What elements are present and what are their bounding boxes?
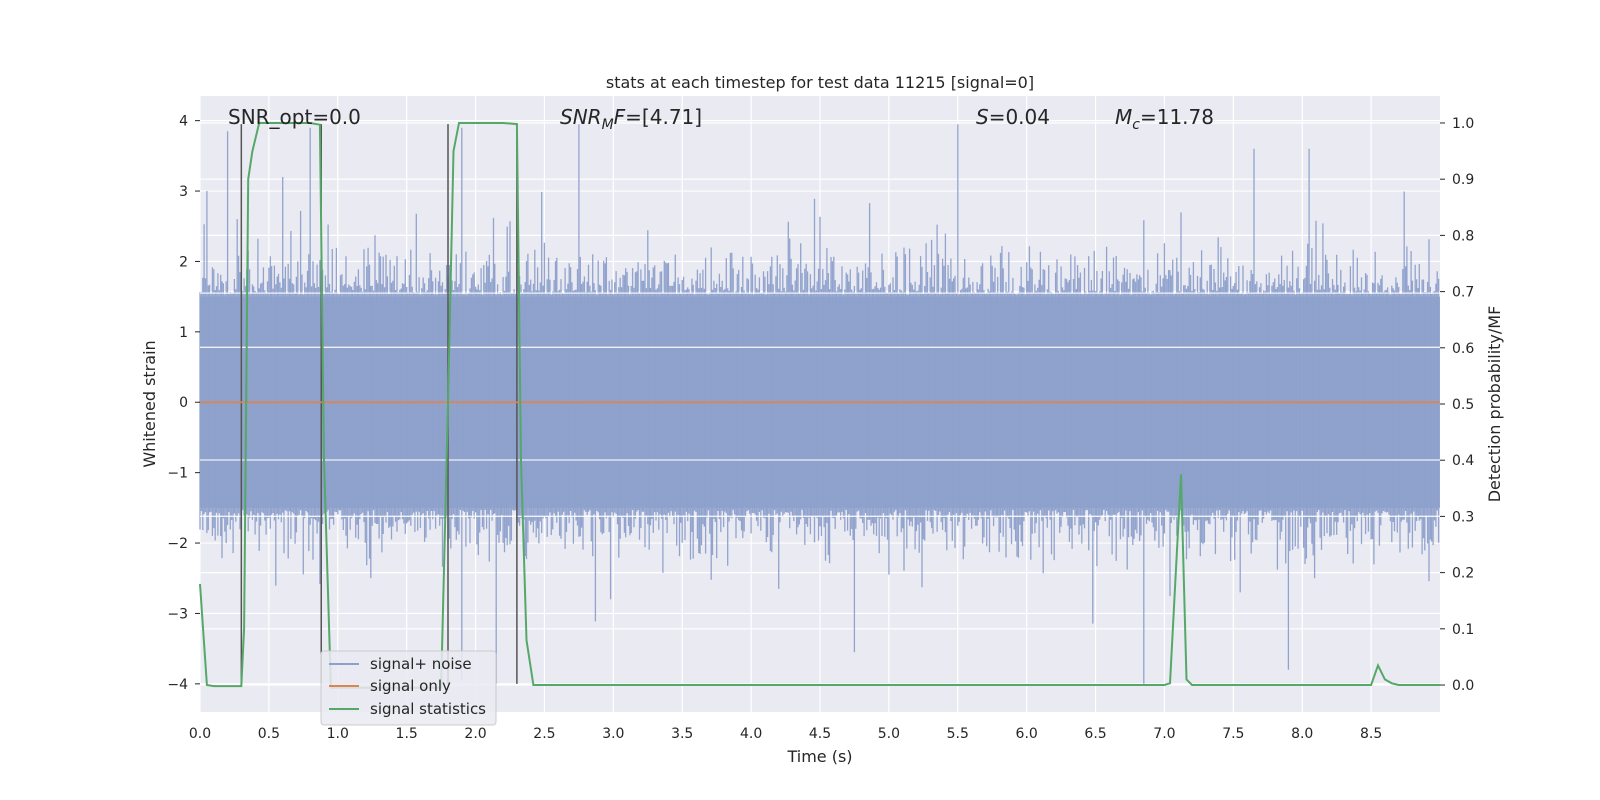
y2-tick-label: 0.1 (1452, 622, 1474, 638)
x-tick-label: 4.5 (809, 726, 831, 742)
x-tick-label: 4.0 (740, 726, 762, 742)
annotation-snr-opt: SNR_opt=0.0 (228, 105, 361, 129)
signal-statistics-line (199, 122, 1440, 689)
y-tick-label: −1 (167, 466, 188, 482)
y2-axis-label: Detection probability/MF (1485, 306, 1504, 503)
legend-box (320, 650, 497, 726)
x-tick-label: 5.0 (878, 726, 900, 742)
y-tick-label: 3 (179, 184, 188, 200)
legend: signal+ noise signal only signal statist… (320, 650, 497, 726)
y-tick-label: −4 (167, 677, 188, 693)
x-tick-label: 0.5 (258, 726, 280, 742)
y2-tick-label: 0.9 (1452, 172, 1474, 188)
x-tick-label: 0.0 (189, 726, 211, 742)
y2-tick-label: 0.7 (1452, 285, 1474, 301)
x-tick-label: 3.0 (602, 726, 624, 742)
y2-tick-label: 0.3 (1452, 509, 1474, 525)
x-tick-label: 5.5 (947, 726, 969, 742)
y-tick-label: 1 (179, 325, 188, 341)
ticks: 0.0 0.5 1.0 1.5 2.0 2.5 3.0 3.5 4.0 4.5 5.0 5.5 6.0 6… (167, 114, 1474, 742)
x-axis-label: Time (s) (786, 747, 852, 766)
y-tick-label: 0 (179, 395, 188, 411)
x-tick-label: 8.5 (1360, 726, 1382, 742)
annotation-s-value: =0.04 (989, 105, 1050, 129)
annotation-s: S=0.04 (976, 105, 1050, 129)
y-tick-label: 2 (179, 254, 188, 270)
y2-tick-label: 0.6 (1452, 341, 1474, 357)
x-tick-label: 7.0 (1153, 726, 1175, 742)
x-tick-label: 8.0 (1291, 726, 1313, 742)
x-tick-label: 3.5 (671, 726, 693, 742)
annotation-mc: Mc=11.78 (1115, 105, 1214, 133)
x-tick-label: 1.0 (327, 726, 349, 742)
series-lines (199, 122, 1440, 689)
x-tick-label: 1.5 (396, 726, 418, 742)
chart-title: stats at each timestep for test data 112… (606, 73, 1034, 92)
x-tick-label: 6.5 (1084, 726, 1106, 742)
annotation-snr-mf-value: =[4.71] (625, 105, 702, 129)
y2-tick-label: 0.5 (1452, 397, 1474, 413)
annotation-snr-mf: SNRMF=[4.71] (560, 105, 702, 133)
y2-tick-label: 0.4 (1452, 453, 1474, 469)
y2-tick-label: 0.8 (1452, 228, 1474, 244)
y2-tick-label: 0.2 (1452, 566, 1474, 582)
legend-label-signal-statistics: signal statistics (370, 700, 486, 718)
x-tick-label: 6.0 (1016, 726, 1038, 742)
y-tick-label: 4 (179, 114, 188, 130)
y2-tick-label: 0.0 (1452, 678, 1474, 694)
x-tick-label: 2.0 (464, 726, 486, 742)
legend-label-signal-only: signal only (370, 677, 451, 695)
y-axis-label: Whitened strain (140, 340, 159, 467)
y-tick-label: −3 (167, 606, 188, 622)
y-tick-label: −2 (167, 536, 188, 552)
x-tick-label: 7.5 (1222, 726, 1244, 742)
y2-tick-label: 1.0 (1452, 116, 1474, 132)
legend-label-signal-noise: signal+ noise (370, 655, 472, 673)
annotation-mc-value: =11.78 (1140, 105, 1214, 129)
x-tick-label: 2.5 (533, 726, 555, 742)
